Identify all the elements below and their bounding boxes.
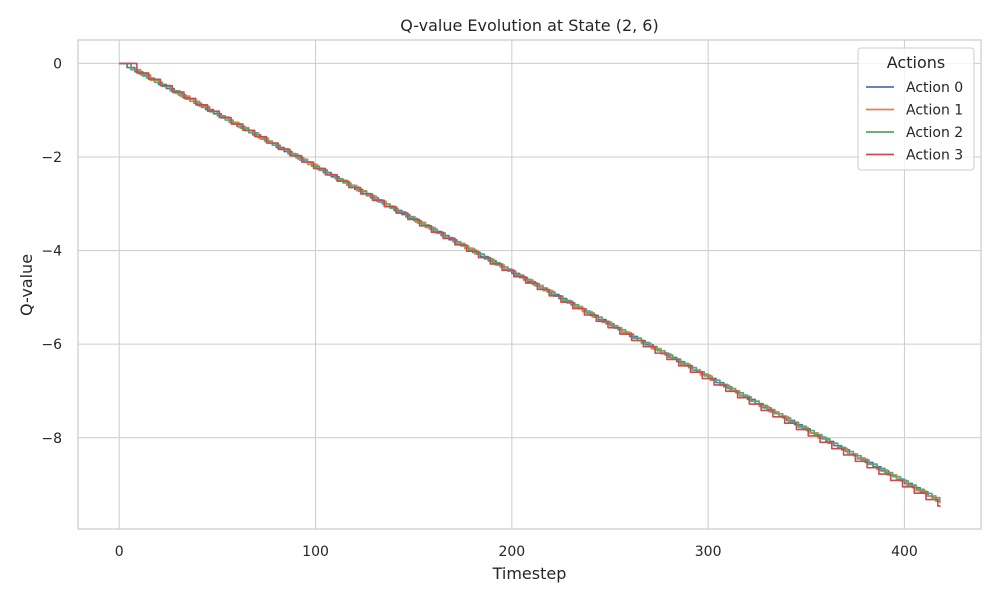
y-tick-label: −6 xyxy=(41,337,62,353)
grid-lines xyxy=(78,40,981,529)
legend-label: Action 1 xyxy=(906,103,963,119)
legend-box xyxy=(857,47,975,171)
x-axis-label: Timestep xyxy=(492,564,567,583)
legend: Actions Action 0 Action 1 Action 2 Action 3 xyxy=(857,47,975,171)
x-tick-labels: 0 100 200 300 400 xyxy=(115,544,918,560)
y-axis-label: Q-value xyxy=(17,254,36,316)
plot-frame xyxy=(77,39,982,530)
series-line-action-3 xyxy=(119,62,941,508)
series-line-action-0 xyxy=(119,62,941,503)
legend-label: Action 0 xyxy=(906,80,963,96)
chart-title: Q-value Evolution at State (2, 6) xyxy=(400,16,658,35)
legend-label: Action 2 xyxy=(906,125,963,141)
x-tick-label: 100 xyxy=(302,544,329,560)
y-tick-label: 0 xyxy=(53,56,62,72)
series-lines xyxy=(119,62,941,508)
legend-label: Action 3 xyxy=(906,148,963,164)
legend-items: Action 0 Action 1 Action 2 Action 3 xyxy=(866,80,963,164)
y-tick-label: −8 xyxy=(41,431,62,447)
x-tick-label: 400 xyxy=(891,544,918,560)
y-tick-label: −2 xyxy=(41,150,62,166)
legend-title: Actions xyxy=(887,53,945,72)
x-tick-label: 0 xyxy=(115,544,124,560)
x-tick-label: 200 xyxy=(498,544,525,560)
y-tick-labels: 0 −2 −4 −6 −8 xyxy=(41,56,62,446)
x-tick-label: 300 xyxy=(695,544,722,560)
y-tick-label: −4 xyxy=(41,244,62,260)
